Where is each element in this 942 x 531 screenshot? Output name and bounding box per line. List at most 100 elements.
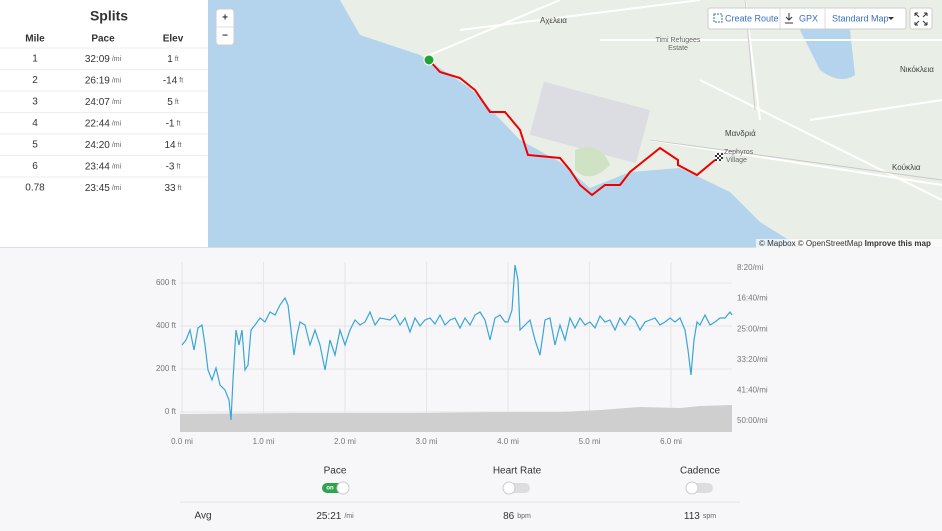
column-header: Mile — [25, 34, 45, 45]
create-route-button[interactable]: Create Route — [725, 13, 779, 23]
left-tick-label: 0 ft — [165, 407, 177, 416]
elev-unit: ft — [175, 99, 179, 106]
pace-unit: /mi — [112, 163, 122, 170]
elev-unit: ft — [178, 185, 182, 192]
avg-value: 25:21/mi — [316, 511, 354, 522]
finish-pattern — [715, 153, 723, 161]
toggle-knob — [502, 481, 516, 495]
splits-title: Splits — [90, 8, 128, 24]
plot-area — [180, 262, 732, 432]
axis-labels: 600 ft 400 ft 200 ft 0 ft 8:20/mi 16:40/mi 25:… — [156, 263, 768, 446]
dropdown-caret — [888, 17, 894, 20]
pace-cell: 23:44/mi — [85, 161, 122, 172]
column-header: Elev — [163, 34, 184, 45]
improve-link[interactable]: Improve this map — [865, 239, 931, 248]
x-tick-label: 0.0 mi — [171, 437, 193, 446]
elev-cell: 1 ft — [167, 54, 179, 65]
elev-cell: 14 ft — [164, 140, 181, 151]
elev-unit: ft — [179, 77, 183, 84]
elev-value: 5 — [167, 97, 173, 108]
mile-cell: 4 — [32, 118, 38, 129]
toggle-knob — [685, 481, 699, 495]
pace-cell: 24:07/mi — [85, 97, 122, 108]
attribution-text: © Mapbox © OpenStreetMap — [759, 239, 863, 248]
elev-value: -3 — [166, 161, 175, 172]
fullscreen-button[interactable] — [909, 7, 933, 30]
place-label: Village — [726, 157, 747, 164]
x-tick-label: 1.0 mi — [253, 437, 275, 446]
pace-chart: 600 ft 400 ft 200 ft 0 ft 8:20/mi 16:40/mi 25:… — [156, 262, 768, 446]
elev-value: 33 — [164, 183, 176, 194]
elev-cell: -3 ft — [166, 161, 181, 172]
avg-value: 113 spm — [684, 511, 716, 522]
elev-cell: -14 ft — [163, 75, 183, 86]
pace-unit: /mi — [112, 120, 122, 127]
pace-cell: 32:09/mi — [85, 54, 122, 65]
left-tick-label: 200 ft — [156, 364, 177, 373]
pace-cell: 22:44/mi — [85, 118, 122, 129]
map[interactable]: Αχελεια Timi Refugees Estate Μανδριά Zep… — [208, 0, 942, 248]
gpx-button[interactable]: GPX — [799, 13, 818, 23]
splits-table: 1 32:09/mi 1 ft2 26:19/mi -14 ft3 24:07/mi 5 ft4 2… — [0, 47, 208, 194]
avg-unit: spm — [703, 513, 716, 520]
avg-number: 113 — [684, 511, 700, 522]
elev-cell: -1 ft — [166, 118, 181, 129]
x-tick-label: 4.0 mi — [497, 437, 519, 446]
pace-value: 23:44 — [85, 161, 110, 172]
x-tick-label: 5.0 mi — [579, 437, 601, 446]
attribution-bg — [756, 239, 942, 248]
elev-unit: ft — [175, 56, 179, 63]
pace-value: 32:09 — [85, 54, 110, 65]
map-lake — [795, 16, 855, 80]
right-tick-label: 8:20/mi — [737, 263, 763, 272]
pace-unit: /mi — [112, 56, 122, 63]
elev-value: 1 — [167, 54, 173, 65]
pace-unit: /mi — [112, 185, 122, 192]
pace-value: 24:20 — [85, 140, 110, 151]
place-label: Timi Refugees — [656, 37, 701, 44]
right-tick-label: 25:00/mi — [737, 324, 768, 333]
elev-value: -14 — [163, 75, 178, 86]
map-style-button[interactable]: Standard Map — [832, 13, 889, 23]
avg-unit: bpm — [517, 513, 531, 520]
mile-cell: 0.78 — [25, 183, 45, 194]
left-tick-label: 400 ft — [156, 321, 177, 330]
attribution: © Mapbox © OpenStreetMap Improve this ma… — [759, 239, 931, 248]
elev-cell: 33 ft — [164, 183, 181, 194]
place-label: Zephyros — [724, 149, 754, 156]
pace-unit: /mi — [112, 142, 122, 149]
right-tick-label: 50:00/mi — [737, 416, 768, 425]
start-marker — [423, 54, 435, 66]
finish-marker — [715, 153, 723, 161]
mile-cell: 2 — [32, 75, 38, 86]
toggle-state: on — [326, 486, 334, 492]
mile-cell: 5 — [32, 140, 38, 151]
avg-label: Avg — [194, 511, 211, 522]
pace-value: 22:44 — [85, 118, 110, 129]
pace-cell: 23:45/mi — [85, 183, 122, 194]
toggle-label: Heart Rate — [493, 466, 542, 477]
place-label: Νικόκλεια — [900, 65, 934, 74]
toggle-label: Pace — [324, 466, 347, 477]
elev-value: -1 — [166, 118, 175, 129]
pace-line — [181, 264, 733, 421]
toggle-row: Pace on Heart Rate Cadence — [322, 466, 720, 495]
pace-value: 23:45 — [85, 183, 110, 194]
avg-number: 86 — [503, 511, 515, 522]
avg-unit: /mi — [344, 513, 354, 520]
zoom-out[interactable]: − — [222, 31, 228, 42]
elev-cell: 5 ft — [167, 97, 179, 108]
zoom-in[interactable]: + — [222, 13, 228, 24]
toggle-knob — [336, 481, 350, 495]
map-toolbar — [707, 7, 907, 30]
map-sea — [208, 0, 800, 247]
place-label: Μανδριά — [725, 129, 756, 138]
column-header: Pace — [91, 34, 115, 45]
elev-unit: ft — [177, 120, 181, 127]
fullscreen-icon — [914, 12, 928, 26]
mile-cell: 3 — [32, 97, 38, 108]
map-roads — [429, 0, 942, 201]
map-park — [575, 147, 610, 177]
gpx-icon — [785, 13, 793, 24]
toggle-label: Cadence — [680, 466, 720, 477]
